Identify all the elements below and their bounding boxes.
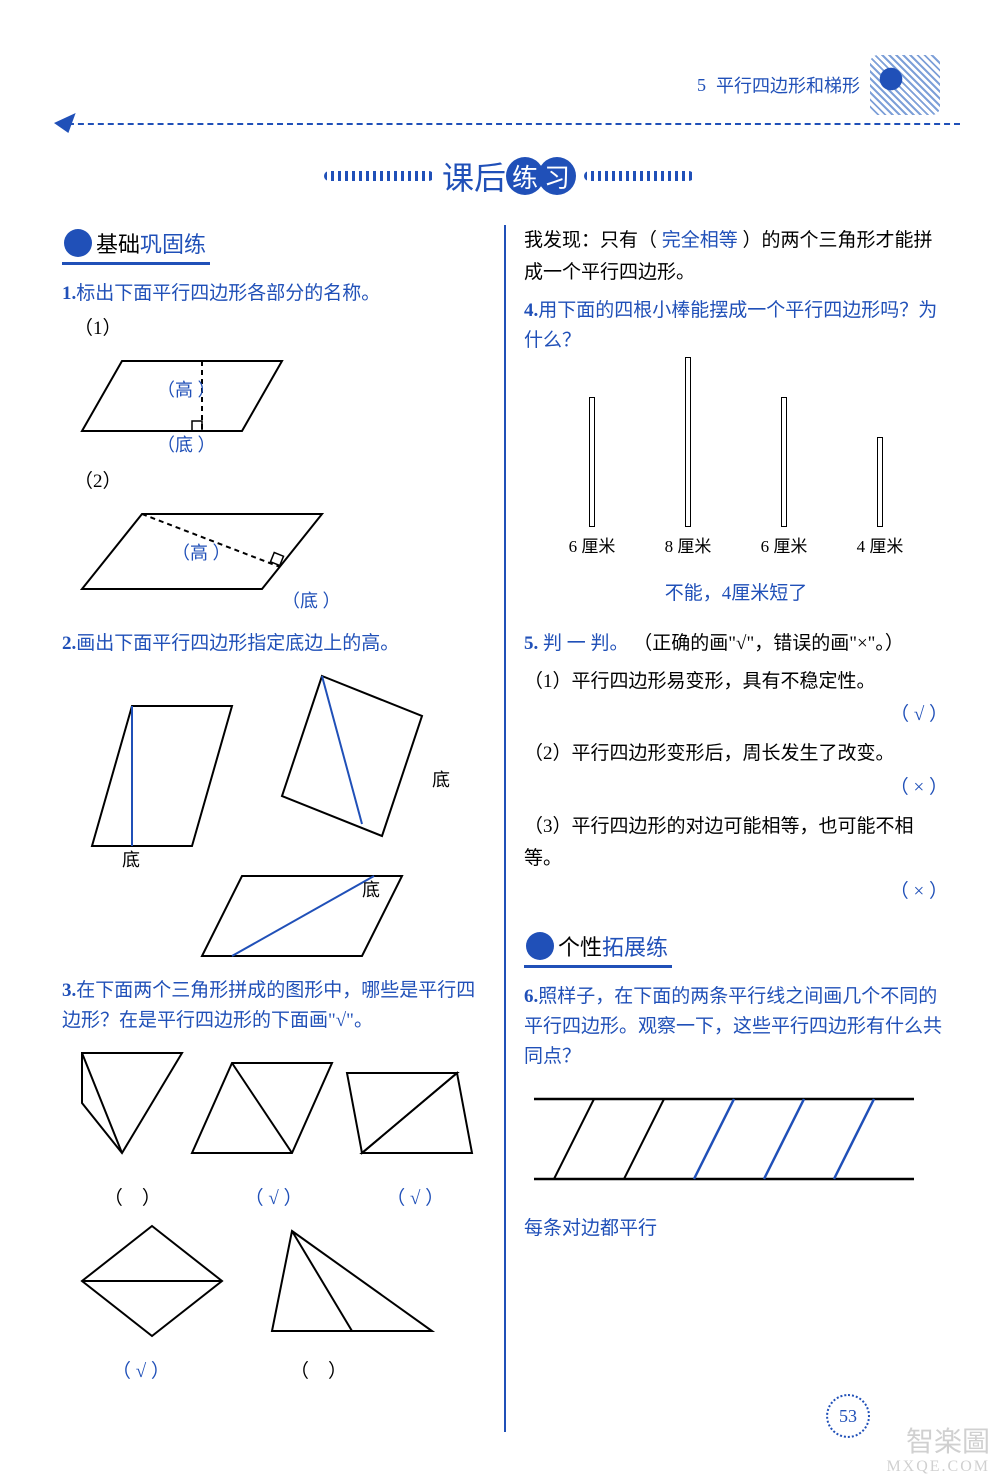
q5-item-2-mark: （ × ）: [890, 875, 948, 909]
q4-num: 4.: [524, 300, 538, 321]
q1-num: 1.: [62, 283, 76, 304]
q5-item-2-text: （3）平行四边形的对边可能相等，也可能不相等。: [524, 811, 948, 876]
q3-a2: （ √ ）: [245, 1183, 303, 1210]
q3-answers-row2: （ √ ） （ ）: [62, 1356, 486, 1383]
section-basic: 基础 巩固练: [62, 225, 210, 265]
stick-3-label: 6 厘米: [761, 533, 808, 562]
stick-4: [877, 437, 883, 527]
section2-label-b: 拓展练: [602, 930, 668, 962]
header-ornament-icon: [870, 55, 940, 115]
q1-figure-1: （高 ） （底 ）: [62, 346, 486, 456]
q3-a3: （ √ ）: [386, 1183, 444, 1210]
q5-item-0-mark: （ √ ）: [890, 698, 948, 732]
q5-item-1-text: （2）平行四边形变形后，周长发生了改变。: [524, 738, 948, 770]
section-extend: 个性 拓展练: [524, 928, 672, 968]
section-label-b: 巩固练: [140, 227, 206, 259]
q2-num: 2.: [62, 633, 76, 654]
section-label-a: 基础: [96, 227, 140, 259]
q1-sub1: （1）: [74, 313, 486, 340]
discovery-text: 我发现：只有（ 完全相等 ）的两个三角形才能拼成一个平行四边形。: [524, 225, 948, 290]
q3-a1: （ ）: [104, 1183, 161, 1210]
question-2: 2.画出下面平行四边形指定底边上的高。: [62, 629, 486, 659]
q1-text: 标出下面平行四边形各部分的名称。: [76, 283, 380, 304]
stick-4-label: 4 厘米: [857, 533, 904, 562]
label-base-2: （底 ）: [282, 591, 341, 611]
q6-answer: 每条对边都平行: [524, 1213, 948, 1240]
question-4: 4.用下面的四根小棒能摆成一个平行四边形吗？为什么？: [524, 296, 948, 357]
q2-figure: 底 底 底: [62, 666, 486, 966]
label-base: （底 ）: [157, 435, 216, 455]
q5-item-1-mark: （ × ）: [890, 771, 948, 805]
disc-ans: 完全相等: [662, 230, 738, 251]
q5-item-0-text: （1）平行四边形易变形，具有不稳定性。: [524, 666, 948, 698]
watermark-line2: MXQE.COM: [886, 1458, 990, 1476]
chapter-number: 5: [697, 75, 706, 96]
title-ornament-left-icon: [324, 171, 434, 181]
label-height-2: （高 ）: [172, 543, 231, 563]
question-1: 1.标出下面平行四边形各部分的名称。: [62, 279, 486, 309]
section2-label-a: 个性: [558, 930, 602, 962]
q4-text: 用下面的四根小棒能摆成一个平行四边形吗？为什么？: [524, 300, 937, 351]
q2-base-1: 底: [122, 850, 140, 870]
stick-1: [589, 397, 595, 527]
lesson-title: 课后 练 习: [58, 147, 960, 205]
q4-answer: 不能，4厘米短了: [524, 578, 948, 605]
q3-row2: [62, 1216, 486, 1346]
watermark-line1: 智楽圖: [906, 1427, 990, 1458]
stick-2-label: 8 厘米: [665, 533, 712, 562]
question-3: 3.在下面两个三角形拼成的图形中，哪些是平行四边形？在是平行四边形的下面画"√"…: [62, 976, 486, 1037]
title-prefix: 课后: [442, 153, 506, 199]
q3-a4: （ √ ）: [112, 1356, 170, 1383]
q6-figure: [524, 1079, 948, 1199]
q2-base-3: 底: [362, 880, 380, 900]
q2-base-2: 底: [432, 770, 450, 790]
question-5: 5. 判 一 判。 （正确的画"√"，错误的画"×"。）: [524, 629, 948, 659]
disc-a: 我发现：只有（: [524, 230, 657, 251]
header-divider: [58, 123, 960, 125]
q1-sub2: （2）: [74, 466, 486, 493]
q3-num: 3.: [62, 980, 76, 1001]
q1-figure-2: （高 ） （底 ）: [62, 499, 486, 619]
chapter-title: 平行四边形和梯形: [716, 72, 860, 98]
q6-num: 6.: [524, 986, 538, 1007]
label-height: （高 ）: [157, 380, 216, 400]
q5-text-a: 判 一 判。: [543, 633, 629, 654]
stick-1-label: 6 厘米: [569, 533, 616, 562]
stick-2: [685, 357, 691, 527]
title-pill-2: 习: [538, 157, 576, 195]
q5-text-b: （正确的画"√"，错误的画"×"。）: [633, 633, 904, 654]
watermark: 智楽圖 MXQE.COM: [886, 1428, 990, 1476]
q3-text: 在下面两个三角形拼成的图形中，哪些是平行四边形？在是平行四边形的下面画"√"。: [62, 980, 475, 1031]
q4-sticks: 6 厘米 8 厘米 6 厘米 4 厘米: [524, 362, 948, 562]
q3-a5: （ ）: [290, 1356, 347, 1383]
q6-text: 照样子，在下面的两条平行线之间画几个不同的平行四边形。观察一下，这些平行四边形有…: [524, 986, 942, 1068]
stick-3: [781, 397, 787, 527]
camera-icon-2: [526, 932, 554, 960]
title-ornament-right-icon: [584, 171, 694, 181]
q2-text: 画出下面平行四边形指定底边上的高。: [76, 633, 399, 654]
camera-icon: [64, 229, 92, 257]
q5-num: 5.: [524, 633, 538, 654]
question-6: 6.照样子，在下面的两条平行线之间画几个不同的平行四边形。观察一下，这些平行四边…: [524, 982, 948, 1073]
page-number: 53: [826, 1394, 870, 1438]
chapter-header: 5 平行四边形和梯形: [697, 55, 940, 115]
q3-answers-row1: （ ） （ √ ） （ √ ）: [62, 1183, 486, 1210]
q3-row1: [62, 1043, 486, 1173]
